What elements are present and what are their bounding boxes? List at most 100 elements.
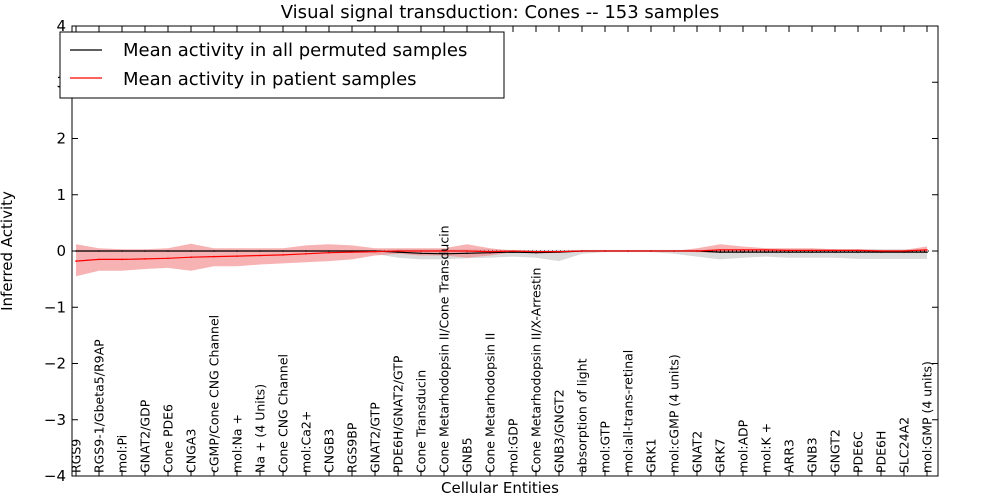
data-point-permuted [397,251,399,253]
x-tick-label: PDE6C [851,431,866,473]
data-point-permuted [420,252,422,255]
data-point-permuted [236,250,238,252]
series-line-patient [75,249,928,262]
data-point-patient [420,250,422,252]
y-tick-label: 0 [56,242,66,260]
x-tick-label: mol:all-trans-retinal [621,350,636,473]
data-point-patient [673,250,675,252]
data-point-patient [190,256,192,259]
data-point-patient [742,249,744,251]
data-point-patient [880,250,882,252]
data-point-permuted [98,250,100,252]
data-point-patient [811,249,813,252]
data-point-permuted [213,250,215,252]
x-tick-label: Cone PDE6 [161,404,176,473]
data-point-patient [259,254,261,257]
data-point-permuted [144,250,146,252]
x-tick-label: Cone Metarhodopsin II/X-Arrestin [529,268,544,473]
data-point-permuted [765,251,767,253]
data-point-patient [144,258,146,260]
data-point-patient [443,250,445,252]
data-point-patient [121,258,123,261]
x-tick-label: GNAT2/GDP [138,399,153,473]
x-tick-label: mol:Pi [115,435,130,473]
y-axis: −4−3−2−101234 [44,17,938,485]
data-point-permuted [857,251,859,253]
data-point-patient [236,255,238,257]
data-point-patient [489,250,491,253]
x-tick-label: mol:ADP [736,419,751,473]
x-tick-label: GRK7 [713,438,728,473]
legend-box [59,31,505,99]
data-point-permuted [834,251,836,253]
y-tick-label: −1 [44,298,66,316]
x-tick-label: CNGA3 [184,429,199,473]
x-tick-label: mol:Ca2+ [299,411,314,473]
data-point-permuted [742,251,744,253]
legend-label-permuted: Mean activity in all permuted samples [123,40,467,61]
data-point-patient [696,250,698,252]
plot-area [72,243,938,277]
data-point-permuted [351,250,353,252]
data-point-permuted [259,250,261,252]
x-tick-label: mol:cGMP (4 units) [667,354,682,473]
data-point-patient [98,258,100,261]
data-point-permuted [926,251,928,253]
y-axis-label: Inferred Activity [0,191,16,311]
data-point-permuted [489,251,491,254]
data-point-permuted [903,251,905,253]
data-point-patient [75,260,77,262]
data-point-patient [213,255,215,258]
data-point-patient [328,251,330,254]
legend: Mean activity in all permuted samples Me… [59,31,505,99]
x-tick-label: GNB3 [805,437,820,473]
data-point-patient [788,249,790,252]
data-point-permuted [328,250,330,252]
data-point-permuted [811,251,813,253]
x-tick-label: RGS9-1/Gbeta5/R9AP [92,339,107,473]
data-point-permuted [880,251,882,253]
y-tick-label: 1 [56,186,66,204]
x-axis-label: Cellular Entities [441,479,559,497]
data-point-patient [926,249,928,251]
data-point-permuted [167,250,169,252]
x-tick-label: Cone CNG Channel [276,354,291,473]
data-point-patient [857,249,859,252]
data-point-patient [512,250,514,252]
x-tick-label: PDE6H [874,431,889,473]
data-point-patient [834,249,836,252]
data-point-patient [282,254,284,256]
data-point-patient [627,250,629,252]
data-point-patient [558,250,560,253]
band-patient [76,243,927,277]
y-tick-label: 4 [56,17,66,35]
x-tick-label: RGS9 [69,439,84,473]
y-tick-label: −4 [44,467,66,485]
data-point-permuted [788,251,790,253]
x-axis: RGS9 RGS9-1/Gbeta5/R9AP mol:Pi GNAT2/GDP Con… [69,26,935,476]
data-point-patient [719,249,721,251]
data-point-patient [397,250,399,252]
legend-label-patient: Mean activity in patient samples [123,69,417,90]
x-tick-label: GNGT2 [828,429,843,473]
x-tick-label: GNAT2/GTP [368,402,383,473]
y-tick-label: 2 [56,130,66,148]
y-tick-label: −3 [44,411,66,429]
data-point-permuted [121,250,123,252]
data-point-permuted [466,252,468,255]
x-tick-label: Cone Transducin [414,370,429,473]
y-tick-label: −2 [44,355,66,373]
data-point-permuted [190,250,192,252]
data-point-patient [581,250,583,252]
data-point-patient [167,257,169,260]
data-point-patient [466,250,468,252]
data-point-patient [305,253,307,255]
x-tick-label: Cone Metarhodopsin II [483,333,498,473]
data-point-permuted [719,251,721,253]
x-tick-label: mol:K + [759,423,774,473]
x-tick-label: PDE6H/GNAT2/GTP [391,355,406,473]
x-tick-label: absorption of light [575,358,590,473]
data-point-patient [351,251,353,253]
x-tick-label: mol:GMP (4 units) [920,361,935,473]
x-tick-label: mol:GDP [506,418,521,473]
